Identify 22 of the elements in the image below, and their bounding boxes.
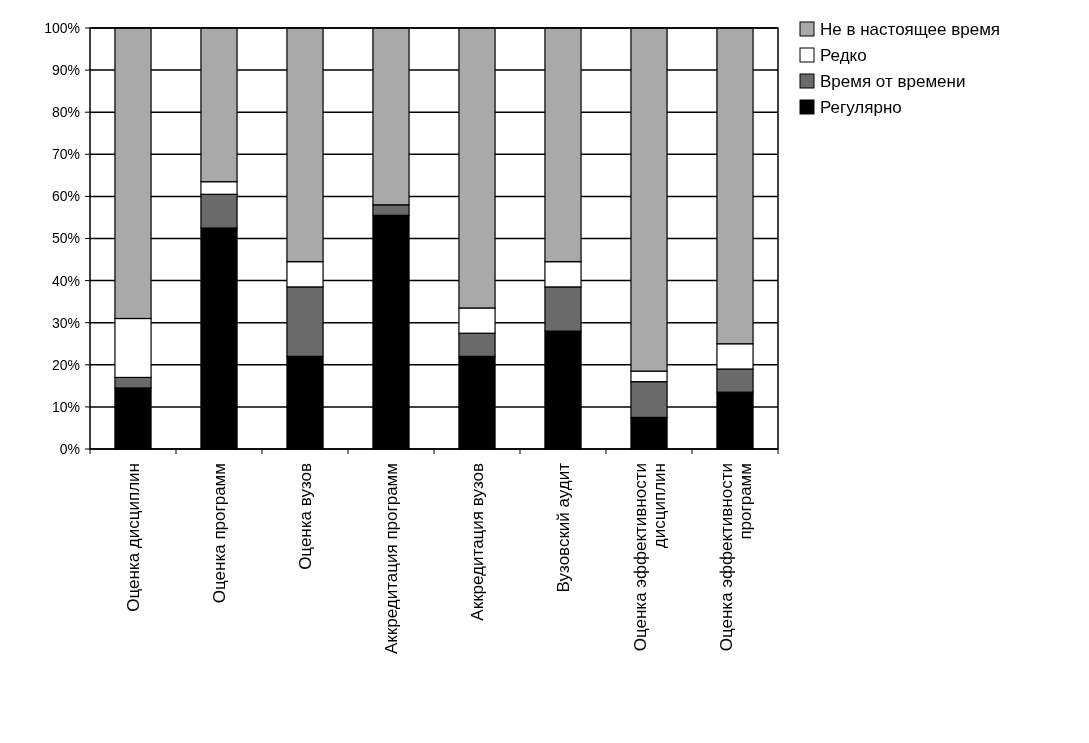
x-tick-label: Оценка программ [210,463,229,604]
y-tick-label: 30% [51,314,80,331]
x-tick-label: Аккредитация программ [382,463,401,654]
x-tick-label: Оценка дисциплин [124,463,143,612]
x-tick-label: Аккредитация вузов [468,463,487,621]
x-tick-label: Оценка вузов [296,463,315,570]
y-tick-label: 100% [44,19,80,36]
y-tick-label: 0% [59,440,80,457]
y-tick-label: 10% [51,398,80,415]
legend-label: Регулярно [820,97,902,117]
x-tick-label: Вузовский аудит [554,462,573,593]
legend-label: Редко [820,45,867,65]
y-tick-label: 50% [51,230,80,247]
y-tick-label: 80% [51,104,80,121]
x-tick-label: Оценка эффективности дисциплин [631,463,669,652]
y-tick-label: 20% [51,356,80,373]
y-tick-label: 70% [51,146,80,163]
legend-label: Время от времени [820,71,966,91]
y-tick-label: 60% [51,188,80,205]
legend-label: Не в настоящее время [820,19,1001,39]
y-tick-label: 40% [51,272,80,289]
y-tick-label: 90% [51,62,80,78]
